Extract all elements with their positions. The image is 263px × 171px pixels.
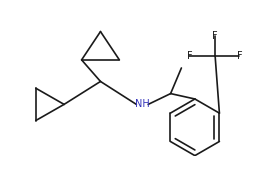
Text: F: F — [236, 51, 242, 61]
Text: F: F — [212, 31, 218, 41]
Text: F: F — [187, 51, 192, 61]
Text: NH: NH — [135, 99, 150, 109]
